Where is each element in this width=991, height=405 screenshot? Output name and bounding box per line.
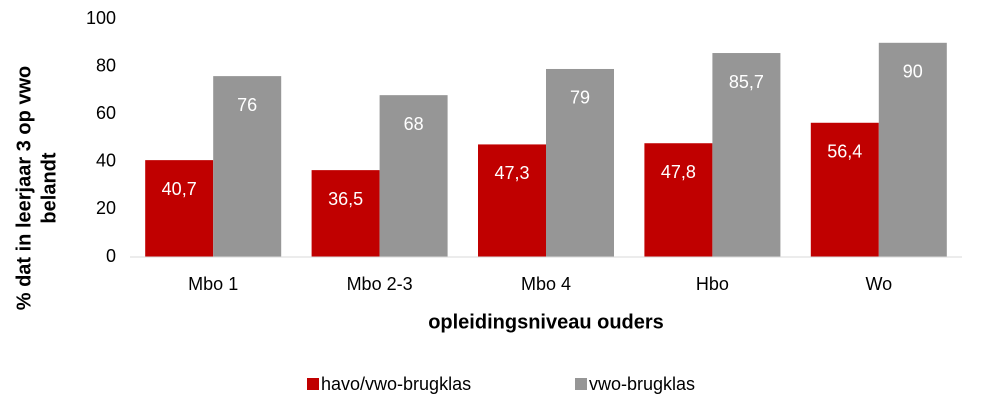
bar (712, 53, 781, 258)
x-tick-label: Mbo 2-3 (347, 274, 413, 294)
y-tick-label: 100 (86, 8, 116, 28)
value-label: 68 (404, 114, 424, 134)
bar (478, 144, 546, 257)
legend-swatch (307, 378, 319, 390)
value-label: 76 (237, 95, 257, 115)
x-tick-label: Wo (865, 274, 892, 294)
y-tick-label: 80 (96, 55, 116, 75)
y-tick-label: 60 (96, 103, 116, 123)
bar (644, 143, 713, 257)
x-tick-label: Hbo (696, 274, 729, 294)
legend-label: havo/vwo-brugklas (321, 374, 471, 394)
bar (878, 42, 947, 257)
x-axis-title: opleidingsniveau ouders (428, 311, 664, 333)
y-tick-label: 0 (106, 246, 116, 266)
value-label: 47,3 (494, 163, 529, 183)
legend-swatch (575, 378, 587, 390)
value-label: 56,4 (827, 142, 862, 162)
bar (213, 76, 282, 258)
value-label: 36,5 (328, 189, 363, 209)
bar (311, 170, 380, 257)
value-label: 79 (570, 88, 590, 108)
y-tick-label: 20 (96, 198, 116, 218)
y-axis-title: % dat in leerjaar 3 op vwo (13, 66, 35, 311)
bar (546, 68, 614, 257)
x-tick-label: Mbo 4 (521, 274, 571, 294)
bar (145, 160, 214, 257)
value-label: 47,8 (661, 162, 696, 182)
y-axis-title: belandt (38, 152, 60, 223)
y-tick-label: 40 (96, 151, 116, 171)
bar (810, 122, 879, 257)
value-label: 40,7 (162, 179, 197, 199)
value-label: 90 (903, 62, 923, 82)
legend-label: vwo-brugklas (589, 374, 695, 394)
bar (379, 95, 448, 257)
value-label: 85,7 (729, 72, 764, 92)
x-tick-label: Mbo 1 (188, 274, 238, 294)
